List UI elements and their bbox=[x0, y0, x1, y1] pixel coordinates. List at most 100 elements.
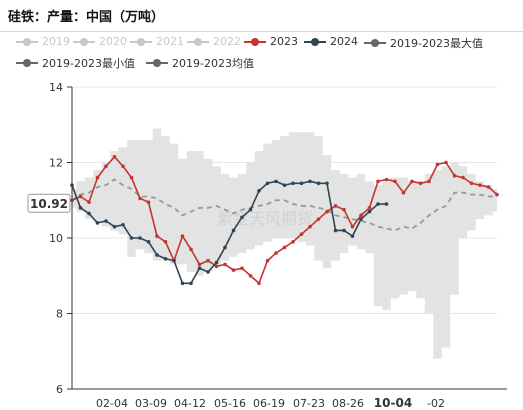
current-value-box bbox=[27, 193, 71, 213]
point-2023 bbox=[452, 173, 457, 178]
legend-item-2020[interactable]: 2020 bbox=[73, 35, 127, 48]
x-tick-label: 02-04 bbox=[96, 397, 128, 410]
legend-item-2019[interactable]: 2019 bbox=[16, 35, 70, 48]
point-2023 bbox=[155, 234, 159, 238]
legend-marker-icon bbox=[187, 37, 209, 46]
legend-item-2021[interactable]: 2021 bbox=[130, 35, 184, 48]
point-2024 bbox=[376, 202, 380, 206]
point-2023 bbox=[291, 239, 295, 244]
x-tick-label: 04-12 bbox=[174, 397, 206, 410]
point-2023 bbox=[333, 204, 338, 208]
point-2024 bbox=[231, 228, 236, 233]
legend-item-2019-2023最大值[interactable]: 2019-2023最大值 bbox=[364, 35, 483, 51]
x-tick-label: 07-23 bbox=[293, 397, 325, 410]
current-value-label: 10.92 bbox=[30, 197, 68, 211]
y-tick-label: 14 bbox=[49, 81, 63, 94]
legend-label: 2019-2023均值 bbox=[172, 57, 254, 70]
point-2023 bbox=[265, 258, 270, 263]
point-2023 bbox=[308, 224, 312, 229]
point-2023 bbox=[104, 164, 108, 169]
legend-item-2022[interactable]: 2022 bbox=[187, 35, 241, 48]
point-2023 bbox=[316, 217, 321, 221]
series-line-mean bbox=[71, 178, 497, 232]
point-2023 bbox=[274, 251, 278, 255]
point-2024 bbox=[112, 224, 117, 229]
watermark: 紫金天风期货 bbox=[217, 209, 313, 228]
point-2023 bbox=[410, 179, 414, 184]
point-2023 bbox=[461, 175, 465, 180]
point-2024 bbox=[240, 215, 244, 220]
x-tick-label: 10-04 bbox=[374, 396, 412, 410]
point-2023 bbox=[384, 177, 389, 182]
y-tick-label: 8 bbox=[56, 308, 63, 321]
legend-label: 2021 bbox=[156, 35, 184, 48]
point-2024 bbox=[299, 181, 304, 186]
point-2023 bbox=[325, 209, 329, 214]
point-2024 bbox=[138, 236, 142, 240]
legend-label: 2019 bbox=[42, 35, 70, 48]
title-divider bbox=[0, 31, 523, 32]
legend-marker-icon bbox=[73, 37, 95, 46]
point-2024 bbox=[146, 239, 151, 244]
point-2024 bbox=[316, 181, 321, 186]
point-2023 bbox=[112, 155, 117, 159]
point-2023 bbox=[257, 281, 261, 286]
point-2023 bbox=[469, 181, 474, 186]
point-2023 bbox=[282, 245, 287, 250]
point-2023 bbox=[350, 224, 355, 229]
point-2024 bbox=[342, 228, 346, 233]
point-2024 bbox=[367, 209, 372, 214]
point-2024 bbox=[265, 181, 270, 186]
point-2023 bbox=[248, 273, 253, 278]
point-2023 bbox=[189, 247, 193, 252]
point-2023 bbox=[418, 181, 423, 186]
legend-label: 2020 bbox=[99, 35, 127, 48]
point-2023 bbox=[121, 164, 125, 169]
legend-label: 2024 bbox=[330, 35, 358, 48]
point-2024 bbox=[333, 228, 338, 233]
point-2023 bbox=[129, 175, 134, 180]
legend-item-2019-2023均值[interactable]: 2019-2023均值 bbox=[146, 55, 254, 71]
legend-label: 2022 bbox=[213, 35, 241, 48]
legend-label: 2019-2023最小值 bbox=[42, 57, 135, 70]
point-2024 bbox=[95, 221, 100, 225]
legend-item-2019-2023最小值[interactable]: 2019-2023最小值 bbox=[16, 55, 135, 71]
point-2024 bbox=[87, 211, 91, 216]
point-2024 bbox=[121, 222, 125, 227]
point-2024 bbox=[350, 234, 355, 238]
point-2023 bbox=[138, 196, 142, 201]
x-tick-label: 06-19 bbox=[253, 397, 285, 410]
legend-item-2023[interactable]: 2023 bbox=[244, 35, 298, 48]
point-2024 bbox=[308, 179, 312, 184]
max-min-band bbox=[72, 128, 497, 359]
point-2023 bbox=[231, 268, 236, 272]
point-2024 bbox=[172, 258, 176, 263]
legend-marker-icon bbox=[146, 59, 168, 67]
point-2023 bbox=[223, 262, 227, 267]
point-2023 bbox=[444, 160, 448, 165]
chart-title: 硅铁：产量：中国（万吨） bbox=[8, 10, 165, 25]
point-2023 bbox=[299, 232, 304, 237]
point-2024 bbox=[180, 281, 185, 286]
legend-marker-icon bbox=[16, 37, 38, 46]
point-2023 bbox=[367, 206, 372, 210]
point-2023 bbox=[486, 185, 491, 189]
point-2024 bbox=[325, 181, 329, 186]
legend-marker-icon bbox=[364, 39, 386, 47]
point-2023 bbox=[342, 207, 346, 212]
point-2023 bbox=[240, 266, 244, 271]
legend: 2019 2020 2021 2022 2023 2024 2019-2023最大值 2019… bbox=[0, 33, 523, 73]
legend-marker-icon bbox=[304, 37, 326, 46]
point-2024 bbox=[78, 206, 83, 210]
legend-label: 2023 bbox=[270, 35, 298, 48]
point-2024 bbox=[223, 245, 227, 250]
y-tick-label: 12 bbox=[49, 157, 63, 170]
legend-item-2024[interactable]: 2024 bbox=[304, 35, 358, 48]
point-2024 bbox=[384, 202, 389, 206]
point-2023 bbox=[393, 179, 397, 184]
point-2024 bbox=[104, 219, 108, 223]
point-2024 bbox=[291, 181, 295, 186]
point-2024 bbox=[359, 217, 363, 221]
x-tick-label: 05-16 bbox=[214, 397, 246, 410]
